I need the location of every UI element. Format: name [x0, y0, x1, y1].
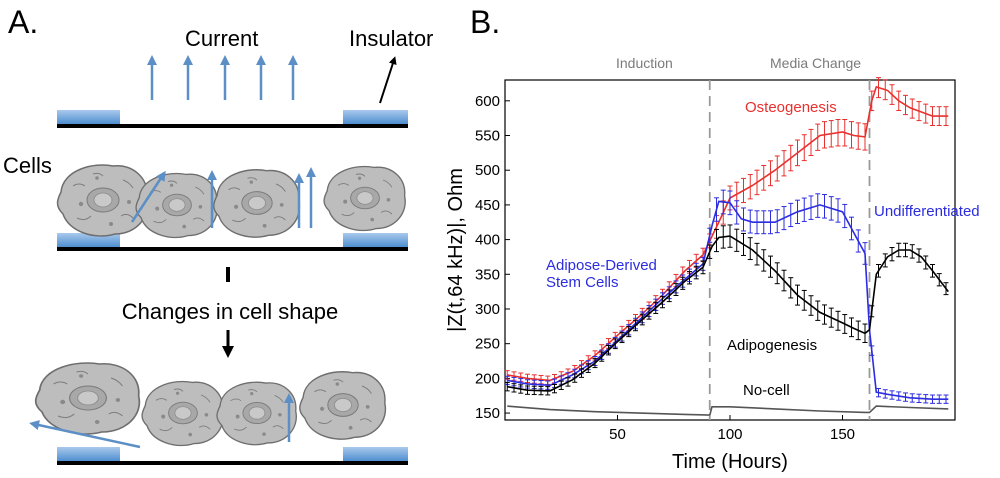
x-tick-label: 100: [717, 426, 742, 443]
y-tick-label: 550: [475, 128, 500, 145]
electrode-right: [343, 447, 408, 461]
panel-b-label: B.: [470, 4, 500, 40]
cell: [323, 165, 406, 232]
y-tick-label: 200: [475, 370, 500, 387]
y-tick-label: 350: [475, 266, 500, 283]
current-label: Current: [185, 26, 258, 51]
panel-a-label: A.: [8, 4, 38, 40]
cell: [34, 362, 141, 435]
electrode-right: [343, 110, 408, 124]
cell: [299, 371, 387, 440]
transition: Changes in cell shape: [122, 267, 338, 358]
cell: [135, 172, 218, 239]
substrate-line: [57, 124, 408, 128]
row-cells: Cells: [3, 153, 408, 251]
insulator-label: Insulator: [349, 26, 433, 51]
row-current: Current Insulator: [57, 26, 433, 128]
impedance-chart: 150 200 250 300 350 400 450 500 550 600 50 100 150 Ti…: [445, 55, 980, 473]
y-tick-label: 150: [475, 405, 500, 422]
substrate-line: [57, 461, 408, 465]
shape-change-label: Changes in cell shape: [122, 299, 338, 324]
event-label: Induction: [616, 55, 673, 71]
cell: [216, 381, 297, 446]
row-changed-cells: [29, 362, 408, 465]
y-tick-label: 300: [475, 301, 500, 318]
series-annotation: Adipose-Derived: [546, 257, 657, 274]
series-annotation: Undifferentiated: [874, 203, 980, 220]
y-tick-label: 500: [475, 162, 500, 179]
y-axis-title: |Z(t,64 kHz)|, Ohm: [445, 168, 467, 332]
y-tick-label: 250: [475, 336, 500, 353]
x-tick-label: 150: [830, 426, 855, 443]
cells-label: Cells: [3, 153, 52, 178]
y-tick-label: 600: [475, 93, 500, 110]
series-annotation: Osteogenesis: [745, 99, 837, 116]
cell: [213, 169, 301, 238]
electrode-right: [343, 233, 408, 247]
cell: [141, 380, 224, 447]
current-arrow: [130, 170, 166, 223]
insulator-pointer-arrow: [379, 56, 397, 104]
x-axis-title: Time (Hours): [672, 451, 788, 473]
panel-a: A. Current Insulator Cells: [3, 4, 433, 465]
x-tick-label: 50: [609, 426, 626, 443]
series-annotation: Stem Cells: [546, 274, 619, 291]
y-tick-label: 450: [475, 197, 500, 214]
cell: [56, 164, 149, 237]
substrate-line: [57, 247, 408, 251]
series-line: [507, 405, 949, 416]
electrode-left: [57, 110, 120, 124]
current-arrow: [29, 420, 141, 449]
y-tick-label: 400: [475, 232, 500, 249]
electrode-left: [57, 447, 120, 461]
series-annotation: No-cell: [743, 382, 790, 399]
series-annotation: Adipogenesis: [727, 337, 817, 354]
event-label: Media Change: [770, 55, 861, 71]
series-line: [507, 200, 949, 400]
